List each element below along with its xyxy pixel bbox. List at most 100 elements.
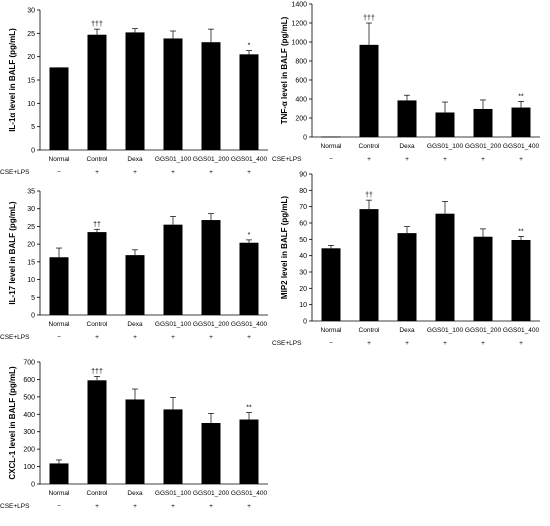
condition-marker: −: [57, 334, 61, 341]
x-category-label: Dexa: [399, 143, 415, 150]
bar-normal: [321, 136, 341, 138]
y-tick-label: 10: [299, 302, 307, 309]
y-tick-label: 0: [31, 482, 35, 489]
y-tick-label: 0: [31, 148, 35, 155]
significance-marker: **: [518, 228, 524, 235]
y-tick-label: 80: [299, 188, 307, 195]
x-category-label: GGS01_400: [231, 490, 268, 497]
x-category-label: GGS01_400: [231, 321, 268, 328]
bar-ggs01_100: [435, 213, 455, 321]
significance-marker: †††: [91, 368, 103, 375]
bar-control: [87, 232, 107, 315]
y-tick-label: 20: [299, 286, 307, 293]
x-category-label: GGS01_400: [231, 156, 268, 163]
condition-marker: +: [133, 503, 137, 510]
condition-marker: +: [367, 156, 371, 163]
y-tick-label: 1200: [291, 21, 307, 28]
x-category-label: Control: [87, 156, 109, 163]
bar-dexa: [125, 255, 145, 315]
bar-ggs01_200: [473, 108, 493, 137]
x-category-label: Dexa: [127, 490, 143, 497]
y-tick-label: 5: [31, 124, 35, 131]
significance-marker: **: [246, 405, 252, 412]
condition-marker: −: [57, 503, 61, 510]
y-axis-title: MIP2 level in BALF (pg/mL): [280, 196, 289, 299]
x-category-label: GGS01_200: [465, 327, 502, 334]
condition-marker: +: [443, 156, 447, 163]
significance-marker: ††: [93, 221, 101, 228]
y-tick-label: 90: [299, 172, 307, 179]
x-category-label: GGS01_200: [193, 156, 230, 163]
y-tick-label: 10: [27, 101, 35, 108]
y-tick-label: 400: [295, 97, 307, 104]
y-tick-label: 0: [303, 319, 307, 326]
y-tick-label: 0: [303, 135, 307, 142]
significance-marker: ††: [365, 192, 373, 199]
condition-marker: +: [247, 169, 251, 176]
x-category-label: Dexa: [127, 156, 143, 163]
y-tick-label: 50: [299, 237, 307, 244]
condition-marker: +: [171, 334, 175, 341]
condition-marker: +: [367, 340, 371, 347]
y-axis-title: IL-1α level in BALF (pg/mL): [8, 28, 17, 132]
y-tick-label: 70: [299, 204, 307, 211]
x-category-label: GGS01_200: [193, 321, 230, 328]
x-category-label: Dexa: [127, 321, 143, 328]
significance-marker: †††: [91, 21, 103, 28]
condition-marker: +: [171, 169, 175, 176]
bar-dexa: [125, 32, 145, 150]
condition-marker: +: [95, 334, 99, 341]
bar-ggs01_100: [435, 112, 455, 137]
condition-marker: +: [405, 156, 409, 163]
condition-row-label: CSE+LPS: [0, 334, 30, 341]
y-tick-label: 100: [23, 464, 35, 471]
y-tick-label: 0: [31, 313, 35, 320]
bar-ggs01_200: [201, 423, 221, 484]
significance-marker: *: [248, 232, 251, 239]
condition-marker: +: [133, 334, 137, 341]
condition-marker: +: [209, 169, 213, 176]
x-category-label: Normal: [49, 490, 71, 497]
condition-marker: +: [443, 340, 447, 347]
bar-control: [359, 44, 379, 137]
condition-marker: +: [481, 156, 485, 163]
bar-ggs01_200: [201, 220, 221, 315]
y-tick-label: 35: [27, 189, 35, 196]
condition-row-label: CSE+LPS: [0, 503, 30, 510]
y-tick-label: 600: [295, 78, 307, 85]
condition-marker: +: [95, 503, 99, 510]
significance-marker: **: [518, 93, 524, 100]
bar-normal: [49, 67, 69, 150]
significance-marker: *: [248, 43, 251, 50]
y-tick-label: 30: [299, 270, 307, 277]
bar-ggs01_200: [473, 236, 493, 321]
x-category-label: GGS01_200: [193, 490, 230, 497]
bar-control: [87, 380, 107, 484]
bar-ggs01_100: [163, 409, 183, 484]
y-tick-label: 30: [27, 206, 35, 213]
x-category-label: Normal: [321, 327, 343, 334]
y-tick-label: 60: [299, 221, 307, 228]
chart-panel-5: 0 100 200 300 400 500 600 700 CXCL-1 level in BA…: [0, 360, 268, 510]
condition-marker: +: [247, 334, 251, 341]
bar-ggs01_400: [511, 239, 531, 321]
bar-control: [87, 34, 107, 150]
x-category-label: GGS01_400: [503, 143, 540, 150]
x-category-label: Normal: [321, 143, 343, 150]
y-tick-label: 300: [23, 429, 35, 436]
condition-marker: −: [329, 340, 333, 347]
bar-ggs01_100: [163, 38, 183, 150]
condition-row-label: CSE+LPS: [272, 156, 302, 163]
bar-ggs01_200: [201, 42, 221, 151]
bar-normal: [49, 257, 69, 315]
y-tick-label: 20: [27, 242, 35, 249]
x-category-label: Normal: [49, 321, 71, 328]
y-tick-label: 200: [295, 116, 307, 123]
chart-panel-1: 0 5 10 15 20 25 30 IL-1α level in BALF (pg/mL) N…: [0, 8, 268, 176]
condition-marker: +: [209, 334, 213, 341]
y-tick-label: 25: [27, 224, 35, 231]
bar-dexa: [125, 399, 145, 484]
condition-marker: −: [329, 156, 333, 163]
y-tick-label: 200: [23, 447, 35, 454]
